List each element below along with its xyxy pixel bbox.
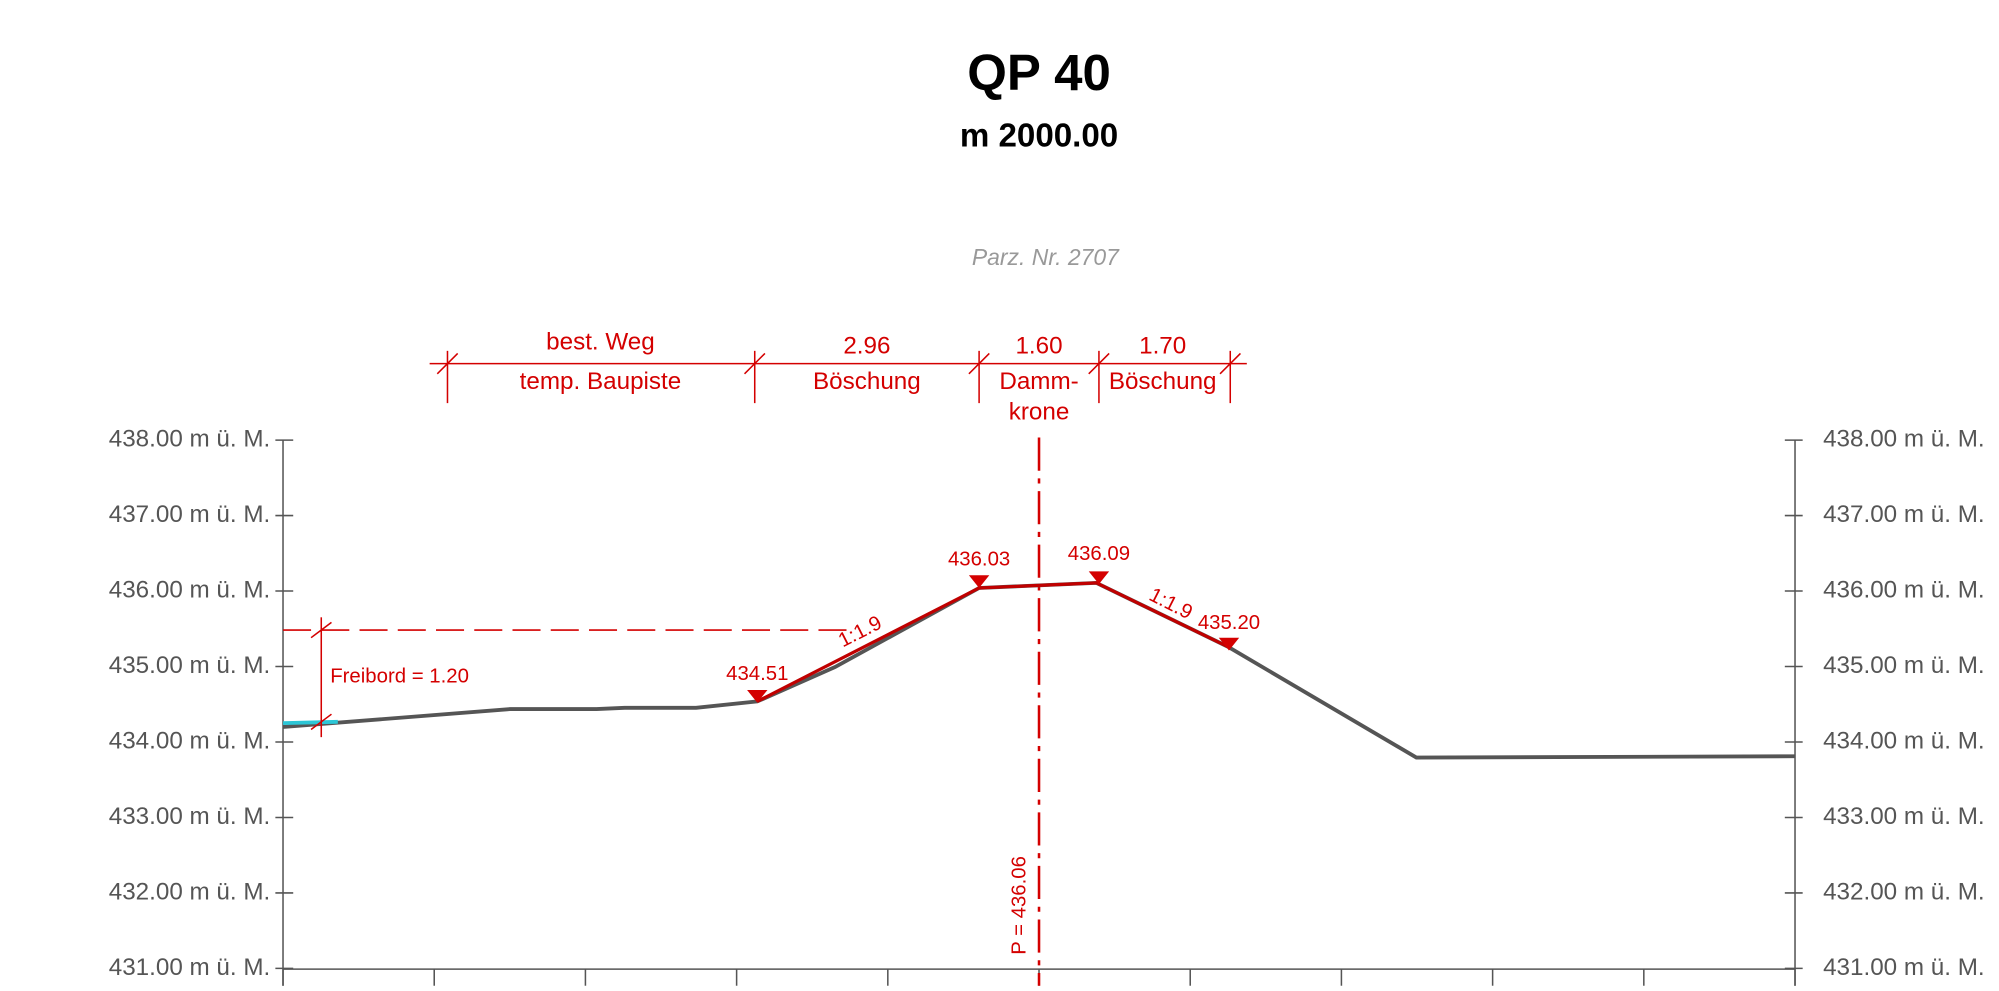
dimension-labels: best. Weg temp. Baupiste 2.96 Böschung 1… xyxy=(520,329,1217,426)
slope: 1:1.9 xyxy=(835,612,885,652)
dim-top: 1.70 xyxy=(1139,332,1186,359)
point-label: 434.51 xyxy=(726,663,788,685)
point-label: 436.03 xyxy=(948,548,1010,570)
title: QP 40 xyxy=(967,44,1111,101)
dim-bottom: temp. Baupiste xyxy=(520,368,682,395)
elevation-labels: 438.00 m ü. M. 438.00 m ü. M. 437.00 m ü. … xyxy=(109,425,1985,980)
elevation-label: 436.00 m ü. M. xyxy=(1823,576,1985,603)
elevation-label: 433.00 m ü. M. xyxy=(109,803,271,830)
elevation-label: 438.00 m ü. M. xyxy=(109,425,271,452)
elevation-label: 431.00 m ü. M. xyxy=(109,954,271,981)
freeboard-dim xyxy=(310,617,332,738)
dim-bottom: Böschung xyxy=(1109,368,1217,395)
freeboard: Freibord = 1.20 xyxy=(330,666,469,688)
elevation-label: 437.00 m ü. M. xyxy=(109,501,271,528)
parcel: Parz. Nr. 2707 xyxy=(972,244,1120,270)
elevation-label: 435.00 m ü. M. xyxy=(1823,652,1985,679)
point-label: 436.09 xyxy=(1068,543,1130,565)
elevation-label: 438.00 m ü. M. xyxy=(1823,425,1985,452)
point-label: 435.20 xyxy=(1198,612,1260,634)
dim-top: 1.60 xyxy=(1015,332,1062,359)
elevation-label: 434.00 m ü. M. xyxy=(109,727,271,754)
design-line xyxy=(756,581,1229,703)
markers xyxy=(747,571,1240,703)
dim-bottom: krone xyxy=(1009,399,1070,426)
dimension-chain xyxy=(429,350,1247,404)
axis-label: P = 436.06 xyxy=(1008,856,1030,955)
elevation-label: 436.00 m ü. M. xyxy=(109,576,271,603)
elevation-label: 435.00 m ü. M. xyxy=(109,652,271,679)
ground-line xyxy=(282,580,1796,760)
elevation-label: 432.00 m ü. M. xyxy=(109,878,271,905)
elevation-label: 437.00 m ü. M. xyxy=(1823,501,1985,528)
dim-bottom: Böschung xyxy=(813,368,921,395)
water-level xyxy=(282,719,338,726)
elevation-label: 431.00 m ü. M. xyxy=(1823,954,1985,981)
elevation-label: 433.00 m ü. M. xyxy=(1823,803,1985,830)
dim-bottom: Damm- xyxy=(999,368,1078,395)
subtitle: m 2000.00 xyxy=(960,118,1118,155)
elevation-label: 432.00 m ü. M. xyxy=(1823,878,1985,905)
dim-top: best. Weg xyxy=(546,329,655,356)
dim-top: 2.96 xyxy=(843,332,890,359)
elevation-label: 434.00 m ü. M. xyxy=(1823,727,1985,754)
